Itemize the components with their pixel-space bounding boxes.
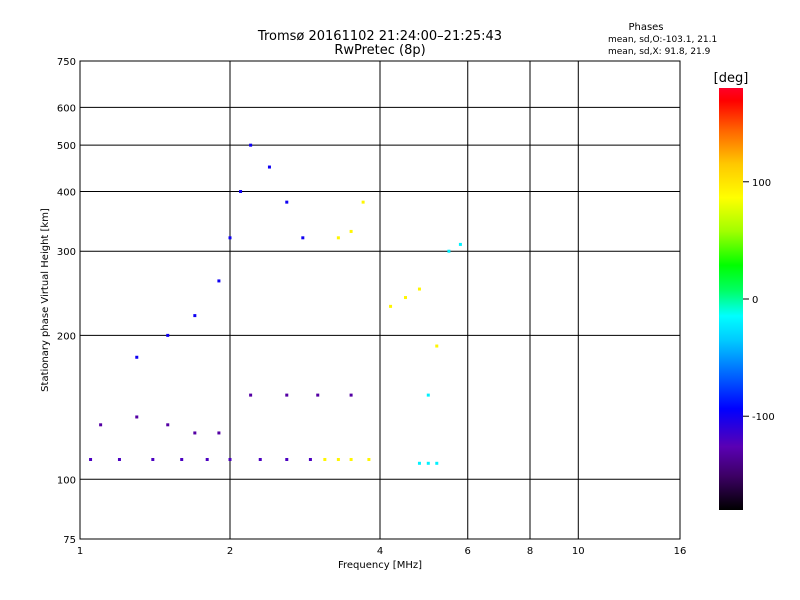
data-point (301, 236, 305, 240)
x-tick-label: 8 (527, 546, 533, 557)
data-point (99, 423, 103, 427)
data-point (228, 457, 232, 461)
chart-subtitle: RwPretec (8p) (334, 43, 425, 58)
phases-title: Phases (628, 22, 663, 33)
data-point (180, 457, 184, 461)
y-tick-label: 400 (57, 187, 76, 198)
data-point (349, 457, 353, 461)
colorbar (719, 88, 743, 510)
x-tick-label: 10 (572, 546, 585, 557)
data-point (316, 393, 320, 397)
colorbar-tick-label: 0 (752, 295, 758, 306)
data-point (458, 242, 462, 246)
data-point (403, 296, 407, 300)
y-tick-label: 750 (57, 57, 76, 68)
data-point (426, 393, 430, 397)
colorbar-ticks: 100 0 -100 (743, 178, 775, 423)
data-point (258, 457, 262, 461)
grid (80, 61, 680, 539)
y-tick-label: 100 (57, 475, 76, 486)
data-point (205, 457, 209, 461)
data-point (239, 189, 243, 193)
data-point (193, 431, 197, 435)
y-axis-label: Stationary phase Virtual Height [km] (40, 208, 51, 392)
data-point (193, 314, 197, 318)
data-point (285, 393, 289, 397)
data-point (249, 393, 253, 397)
x-tick-label: 1 (77, 546, 83, 557)
data-point (336, 236, 340, 240)
data-point (89, 457, 93, 461)
data-point (135, 415, 139, 419)
data-point (166, 333, 170, 337)
y-tick-label: 300 (57, 247, 76, 258)
data-point (217, 431, 221, 435)
data-point (217, 279, 221, 283)
data-point (166, 423, 170, 427)
data-point (389, 304, 393, 308)
phases-line1: mean, sd,O:-103.1, 21.1 (608, 35, 717, 45)
data-point (249, 143, 253, 147)
x-tick-label: 4 (377, 546, 383, 557)
data-point (135, 355, 139, 359)
colorbar-tick-label: 100 (752, 178, 771, 189)
chart-title: Tromsø 20161102 21:24:00–21:25:43 (257, 29, 502, 44)
y-tick-label: 200 (57, 331, 76, 342)
phases-line2: mean, sd,X: 91.8, 21.9 (608, 47, 711, 57)
data-point (349, 229, 353, 233)
data-point (426, 461, 430, 465)
x-tick-label: 16 (674, 546, 687, 557)
data-point (447, 249, 451, 253)
data-point (349, 393, 353, 397)
data-point (417, 461, 421, 465)
x-ticks: 1 2 4 6 8 10 16 (77, 546, 687, 557)
data-point (323, 457, 327, 461)
colorbar-tick-label: -100 (752, 412, 775, 423)
data-point (417, 287, 421, 291)
x-tick-label: 6 (465, 546, 471, 557)
x-axis-label: Frequency [MHz] (338, 560, 422, 571)
data-points (89, 143, 462, 465)
data-point (435, 344, 439, 348)
data-point (361, 200, 365, 204)
y-tick-label: 500 (57, 141, 76, 152)
data-point (308, 457, 312, 461)
data-point (228, 236, 232, 240)
data-point (151, 457, 155, 461)
y-ticks: 75 100 200 300 400 500 600 750 (57, 57, 76, 546)
data-point (435, 461, 439, 465)
data-point (267, 165, 271, 169)
data-point (285, 200, 289, 204)
data-point (336, 457, 340, 461)
y-tick-label: 600 (57, 103, 76, 114)
data-point (367, 457, 371, 461)
data-point (285, 457, 289, 461)
x-tick-label: 2 (227, 546, 233, 557)
data-point (117, 457, 121, 461)
y-tick-label: 75 (63, 535, 76, 546)
colorbar-label: [deg] (714, 71, 749, 86)
